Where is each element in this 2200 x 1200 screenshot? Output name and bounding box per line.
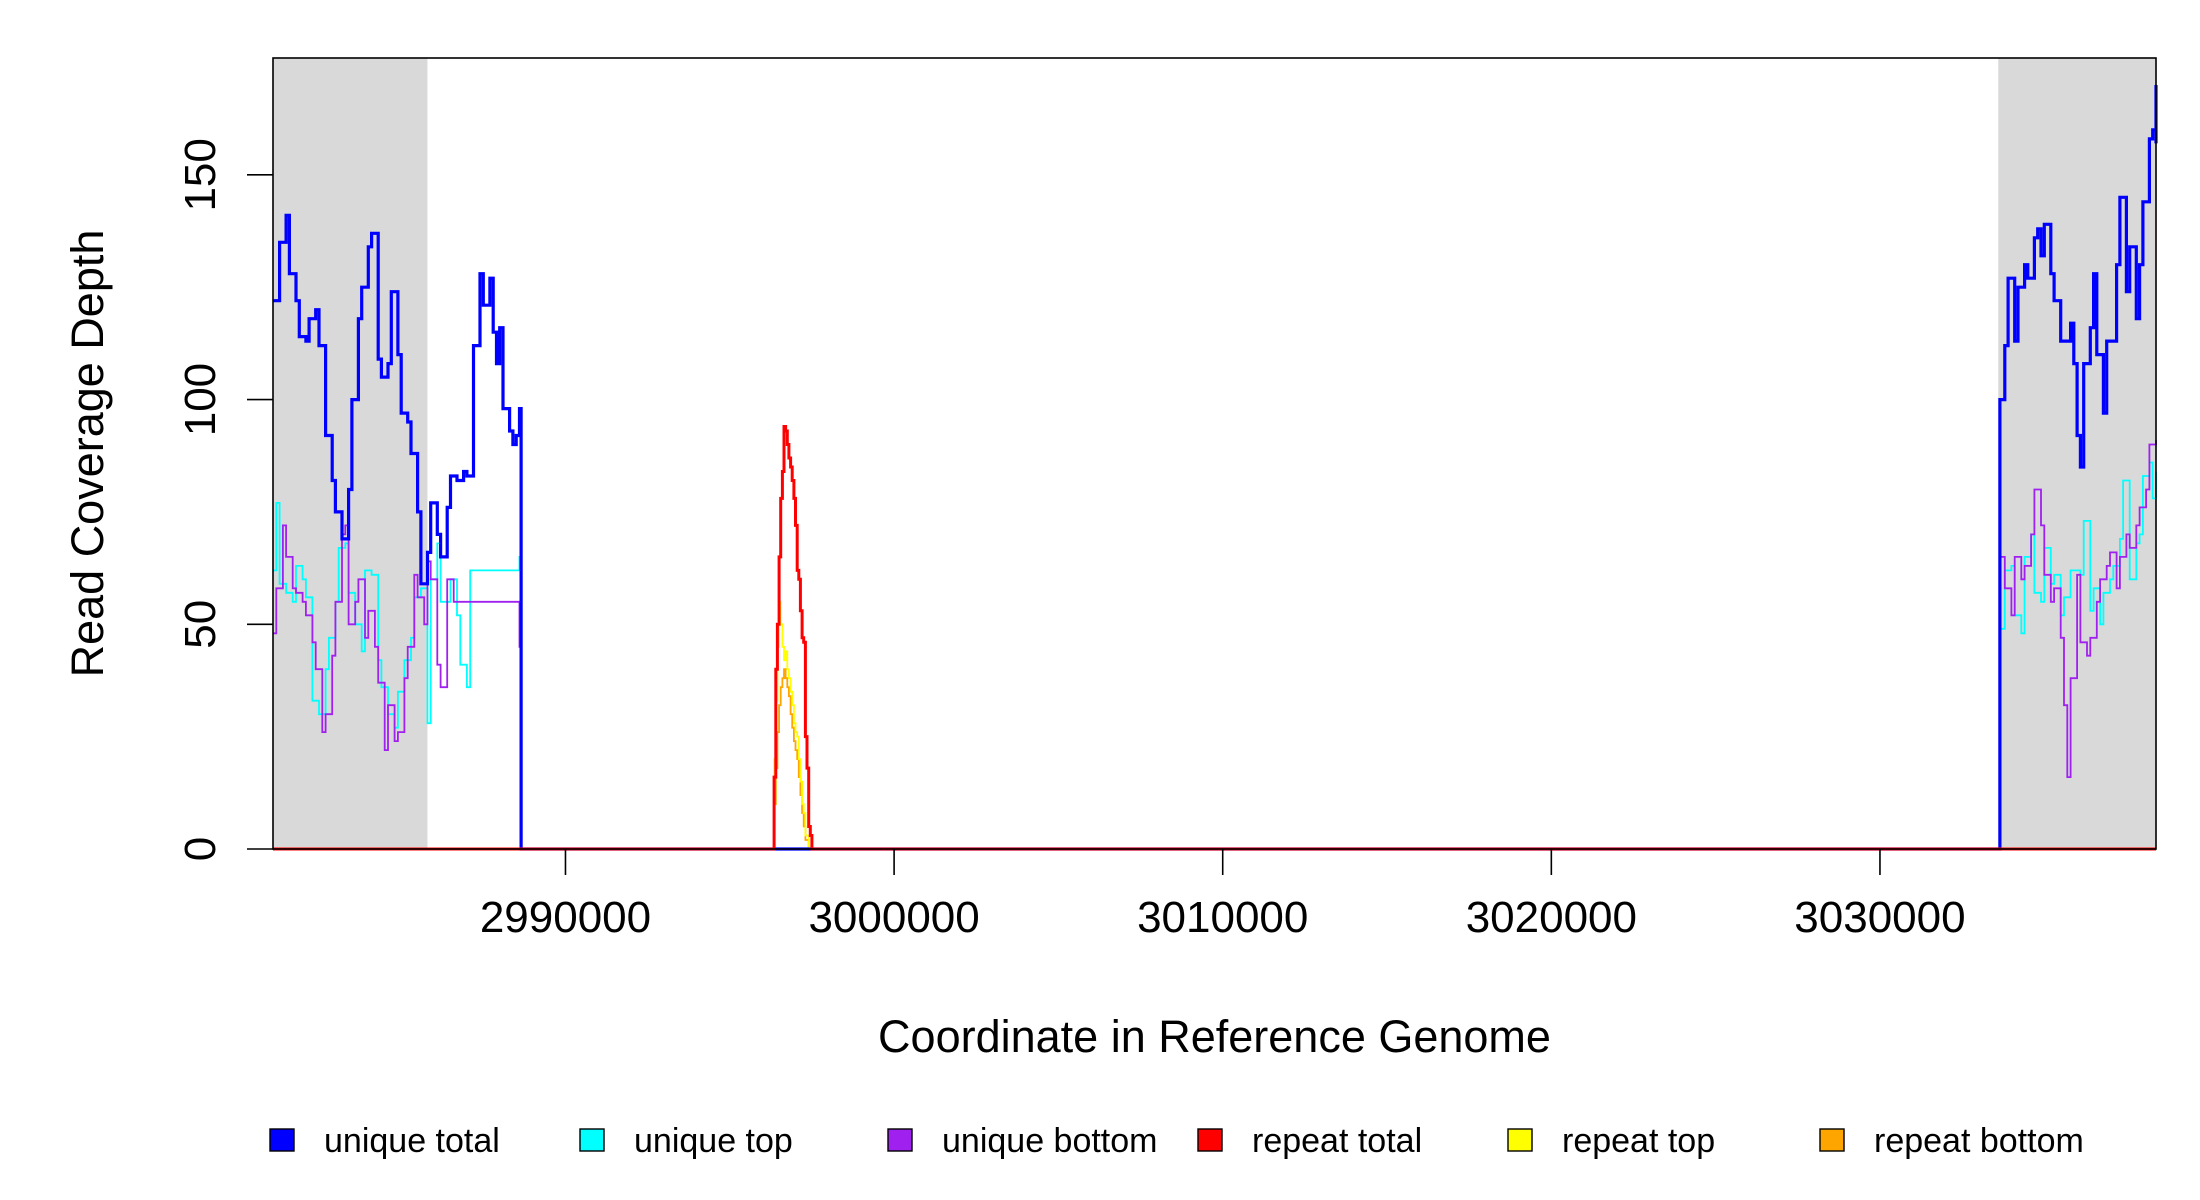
y-tick-label: 150 [176, 138, 225, 211]
series-unique-top [273, 461, 2157, 850]
y-tick-label: 0 [176, 837, 225, 861]
series-repeat-total [273, 425, 2156, 851]
legend-swatch [1507, 1128, 1533, 1152]
legend: unique total unique top unique bottom repea… [269, 1122, 2084, 1160]
x-tick-label: 3010000 [1137, 893, 1308, 942]
legend-swatch [1197, 1128, 1223, 1152]
legend-label: unique bottom [942, 1122, 1158, 1160]
legend-swatch [887, 1128, 913, 1152]
y-axis-title: Read Coverage Depth [62, 230, 113, 678]
shaded-region-1 [273, 58, 428, 849]
legend-swatch [579, 1128, 605, 1152]
legend-label: repeat top [1562, 1122, 1715, 1160]
series-unique-bottom [273, 440, 2157, 850]
legend-label: repeat total [1252, 1122, 1422, 1160]
series-repeat-bottom [273, 668, 2156, 850]
x-axis: 2990000 3000000 3010000 3020000 3030000 [480, 849, 1966, 942]
y-axis: 0 50 100 150 [176, 138, 273, 861]
shaded-region-2 [1998, 58, 2156, 849]
y-tick-label: 100 [176, 363, 225, 436]
legend-label: unique total [324, 1122, 500, 1160]
x-tick-label: 3030000 [1794, 893, 1965, 942]
series-repeat-top [273, 600, 2156, 850]
x-tick-label: 3020000 [1466, 893, 1637, 942]
series-lines [273, 85, 2158, 851]
shaded-regions [273, 58, 2156, 849]
x-tick-label: 2990000 [480, 893, 651, 942]
plot-frame [272, 57, 2157, 850]
legend-label: unique top [634, 1122, 793, 1160]
legend-swatch [269, 1128, 295, 1152]
y-tick-label: 50 [176, 600, 225, 649]
legend-label: repeat bottom [1874, 1122, 2084, 1160]
x-axis-title: Coordinate in Reference Genome [878, 1011, 1551, 1062]
x-tick-label: 3000000 [808, 893, 979, 942]
series-unique-total [273, 85, 2158, 851]
legend-swatch [1819, 1128, 1845, 1152]
